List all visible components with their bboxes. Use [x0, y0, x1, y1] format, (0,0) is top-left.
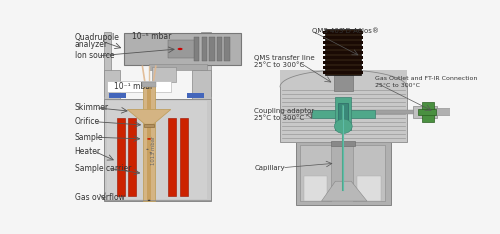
Bar: [109, 93, 126, 98]
Bar: [142, 82, 156, 87]
Bar: [124, 33, 241, 65]
Bar: [217, 37, 222, 62]
Bar: [414, 106, 437, 118]
Bar: [418, 109, 436, 115]
Bar: [304, 176, 328, 201]
Bar: [194, 37, 200, 62]
Bar: [434, 108, 452, 115]
Bar: [224, 37, 230, 62]
Polygon shape: [322, 181, 367, 201]
Circle shape: [148, 200, 150, 201]
Bar: [323, 66, 364, 69]
Ellipse shape: [334, 119, 352, 133]
Bar: [323, 46, 364, 49]
Bar: [128, 118, 136, 196]
Text: Capillary: Capillary: [254, 165, 285, 171]
Text: Orifice: Orifice: [74, 117, 100, 126]
Bar: [201, 32, 211, 96]
Text: Gas overflow: Gas overflow: [74, 193, 124, 202]
Bar: [108, 101, 208, 199]
Text: analyzer: analyzer: [74, 40, 108, 49]
Text: Sample carrier: Sample carrier: [74, 164, 131, 173]
Text: QMS transfer line: QMS transfer line: [254, 55, 315, 61]
Bar: [104, 70, 120, 99]
Bar: [280, 86, 406, 142]
Bar: [144, 124, 154, 127]
Bar: [149, 64, 208, 70]
Text: Heater: Heater: [74, 146, 101, 156]
Bar: [116, 118, 124, 196]
Polygon shape: [128, 110, 171, 124]
Bar: [323, 56, 364, 59]
Bar: [323, 36, 364, 39]
Bar: [152, 67, 176, 82]
Bar: [168, 40, 194, 58]
Bar: [353, 145, 385, 201]
Bar: [147, 82, 152, 201]
Text: 25°C to 300°C: 25°C to 300°C: [254, 115, 304, 121]
Circle shape: [146, 149, 148, 150]
Circle shape: [178, 48, 182, 50]
Bar: [338, 103, 348, 124]
Circle shape: [150, 152, 152, 153]
Bar: [192, 70, 211, 99]
Text: Quadrupole: Quadrupole: [74, 33, 120, 42]
Polygon shape: [280, 70, 406, 87]
Bar: [323, 51, 364, 54]
Bar: [180, 118, 188, 196]
Bar: [336, 97, 351, 130]
Text: QMS 403 D Aëlos®: QMS 403 D Aëlos®: [312, 27, 378, 34]
Text: Skimmer: Skimmer: [74, 103, 108, 112]
Bar: [357, 176, 381, 201]
Text: Ion source: Ion source: [74, 51, 114, 60]
Bar: [332, 141, 355, 146]
Text: 1013 mbar: 1013 mbar: [151, 136, 156, 165]
Text: 10⁻¹ mbar: 10⁻¹ mbar: [114, 82, 154, 91]
Text: Sample: Sample: [74, 133, 103, 142]
Bar: [312, 110, 375, 118]
Text: Gas Outlet and FT-IR Connection: Gas Outlet and FT-IR Connection: [375, 76, 478, 81]
Bar: [168, 118, 176, 196]
Bar: [422, 102, 434, 122]
Bar: [210, 37, 214, 62]
Bar: [188, 93, 204, 98]
Bar: [296, 142, 390, 205]
Bar: [326, 29, 361, 75]
Bar: [334, 75, 353, 91]
Bar: [144, 82, 155, 201]
Bar: [104, 32, 111, 96]
Circle shape: [147, 138, 151, 140]
Bar: [104, 99, 211, 201]
Bar: [300, 145, 332, 201]
Bar: [323, 71, 364, 74]
Text: 25°C to 300°C: 25°C to 300°C: [375, 83, 420, 88]
Bar: [108, 81, 171, 92]
Bar: [323, 61, 364, 64]
Text: 25°C to 300°C: 25°C to 300°C: [254, 62, 304, 68]
Bar: [323, 41, 364, 44]
Text: Coupling adaptor: Coupling adaptor: [254, 108, 314, 114]
Bar: [351, 110, 420, 114]
Bar: [202, 37, 207, 62]
Bar: [323, 30, 364, 33]
Text: 10⁻⁵ mbar: 10⁻⁵ mbar: [132, 32, 172, 40]
